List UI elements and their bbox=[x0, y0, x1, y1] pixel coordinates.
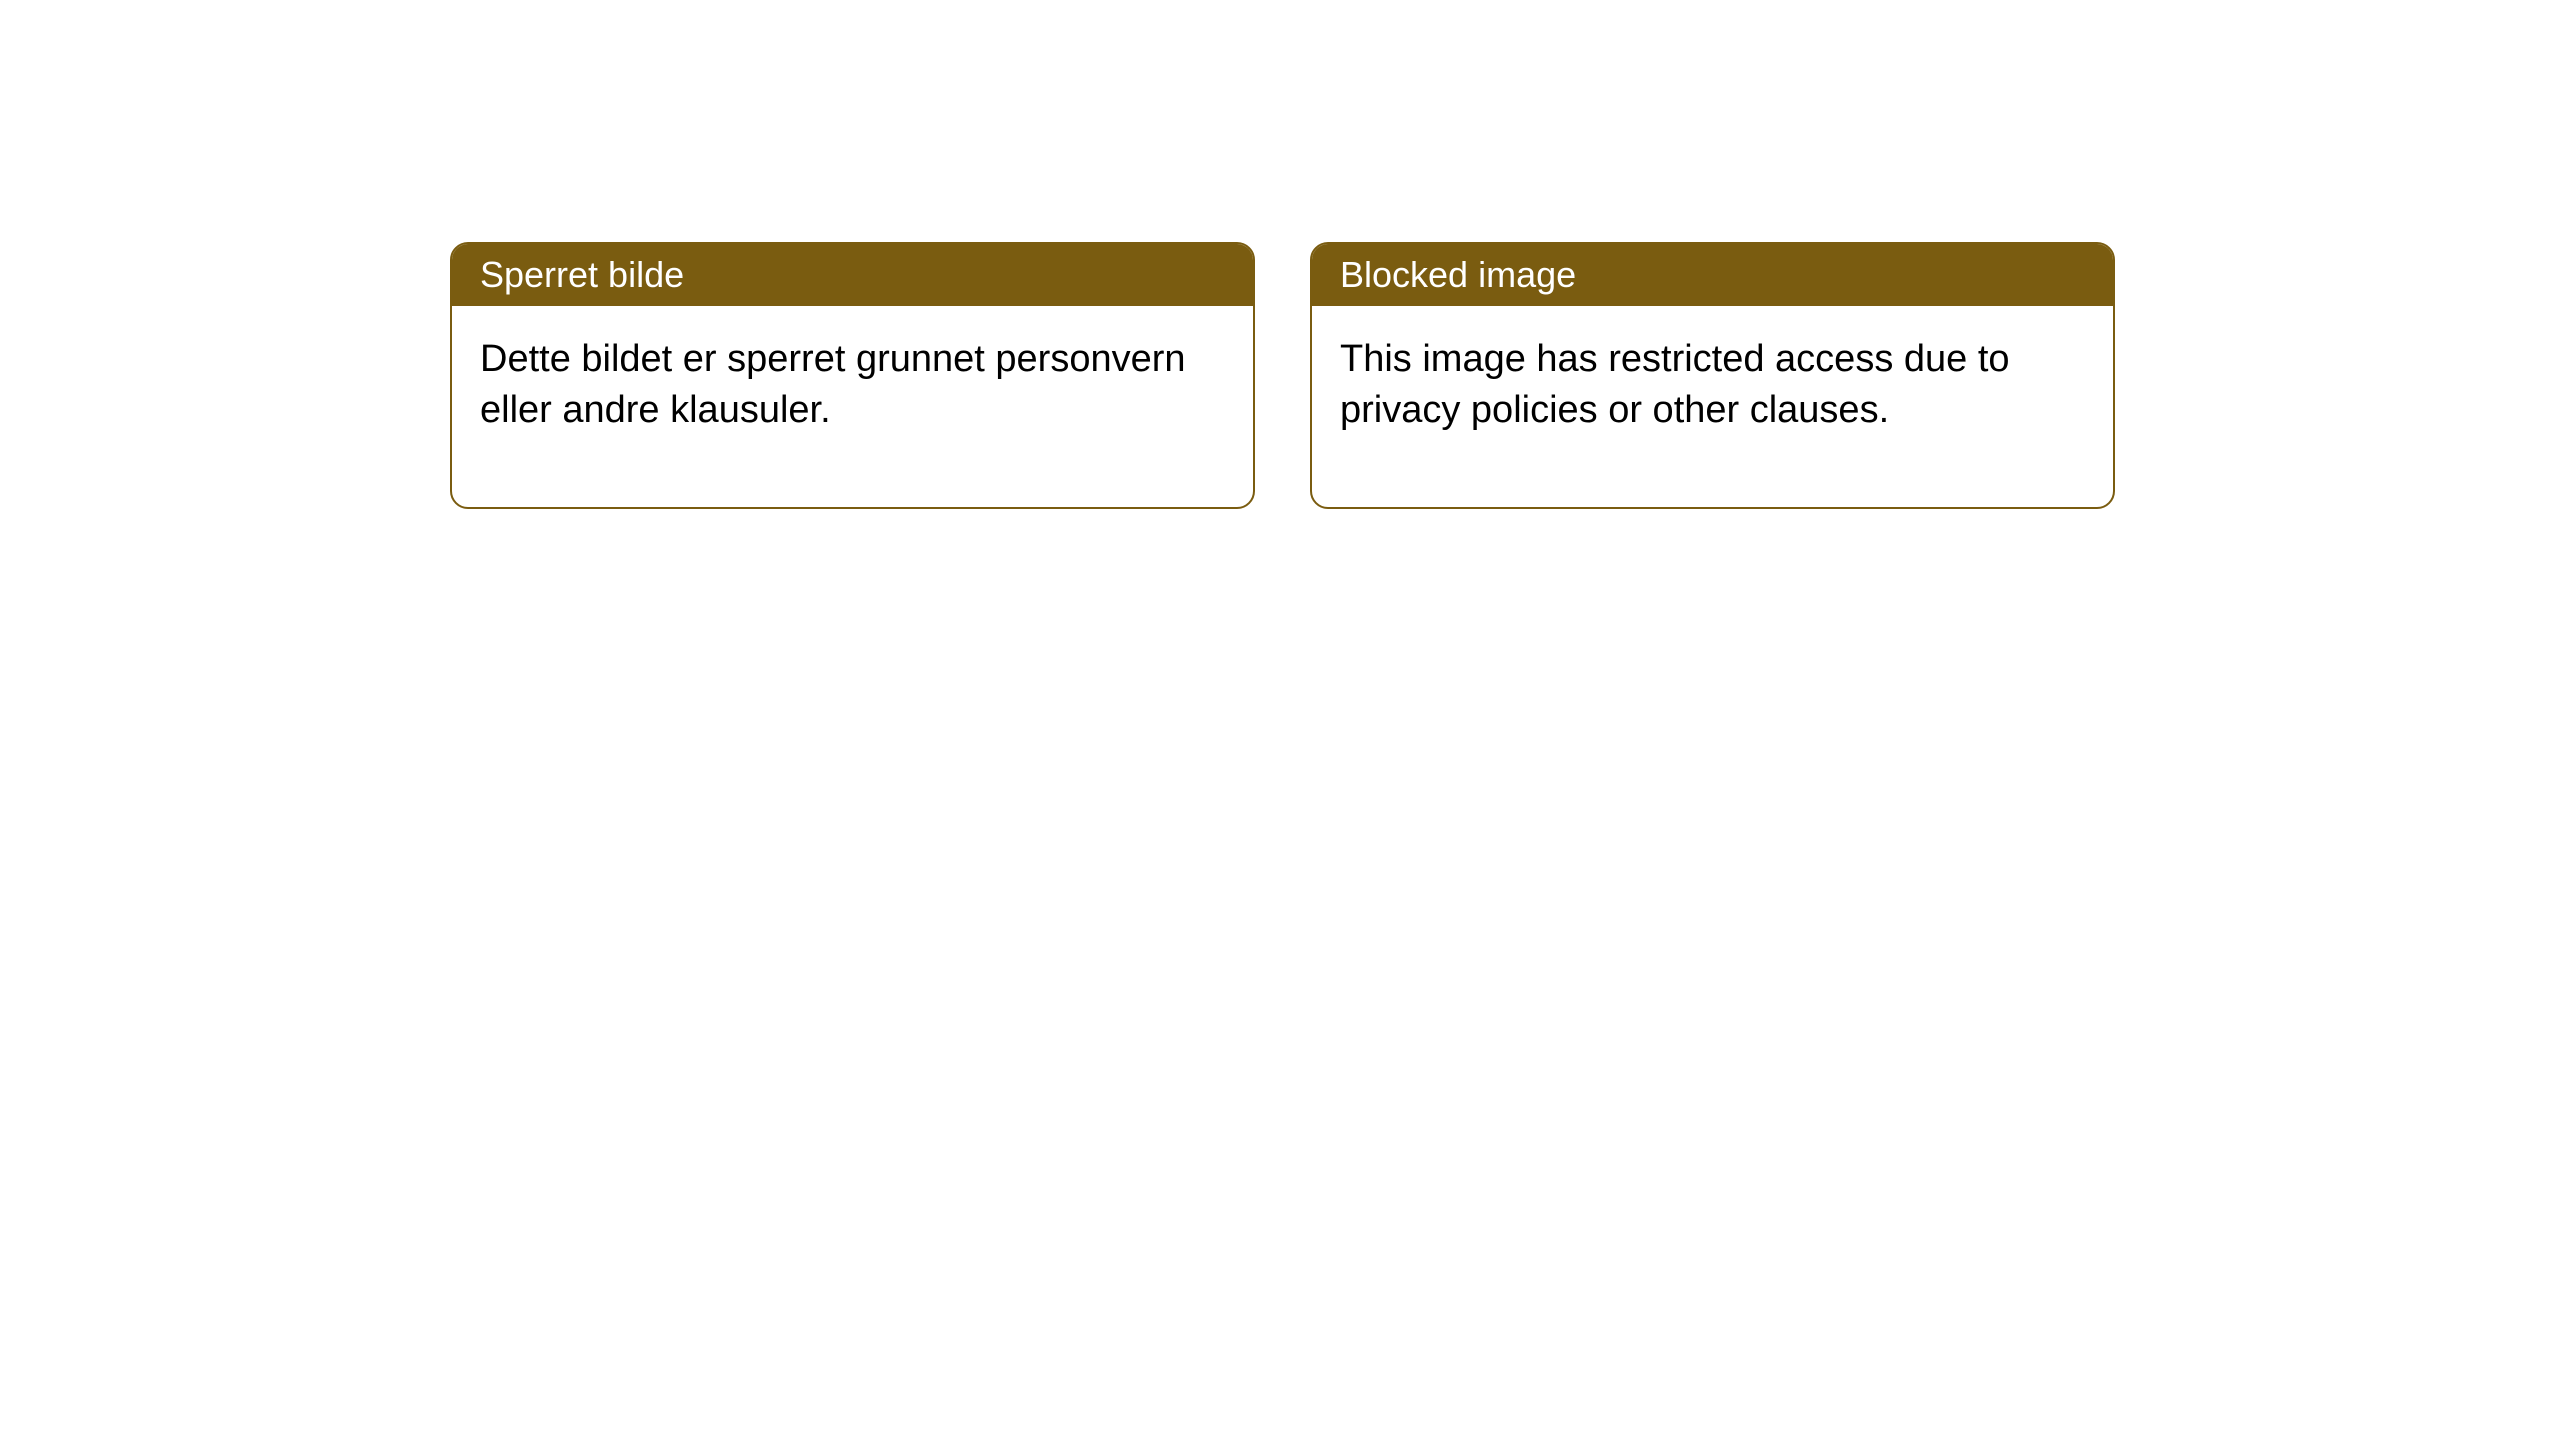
notice-body: This image has restricted access due to … bbox=[1312, 306, 2113, 507]
notice-title: Blocked image bbox=[1340, 254, 1576, 295]
notice-body-text: Dette bildet er sperret grunnet personve… bbox=[480, 338, 1186, 431]
notice-header: Blocked image bbox=[1312, 244, 2113, 306]
notice-box-norwegian: Sperret bilde Dette bildet er sperret gr… bbox=[450, 242, 1255, 509]
notice-body-text: This image has restricted access due to … bbox=[1340, 338, 2010, 431]
notice-box-english: Blocked image This image has restricted … bbox=[1310, 242, 2115, 509]
notice-header: Sperret bilde bbox=[452, 244, 1253, 306]
notice-title: Sperret bilde bbox=[480, 254, 684, 295]
notice-body: Dette bildet er sperret grunnet personve… bbox=[452, 306, 1253, 507]
notices-container: Sperret bilde Dette bildet er sperret gr… bbox=[450, 242, 2115, 509]
